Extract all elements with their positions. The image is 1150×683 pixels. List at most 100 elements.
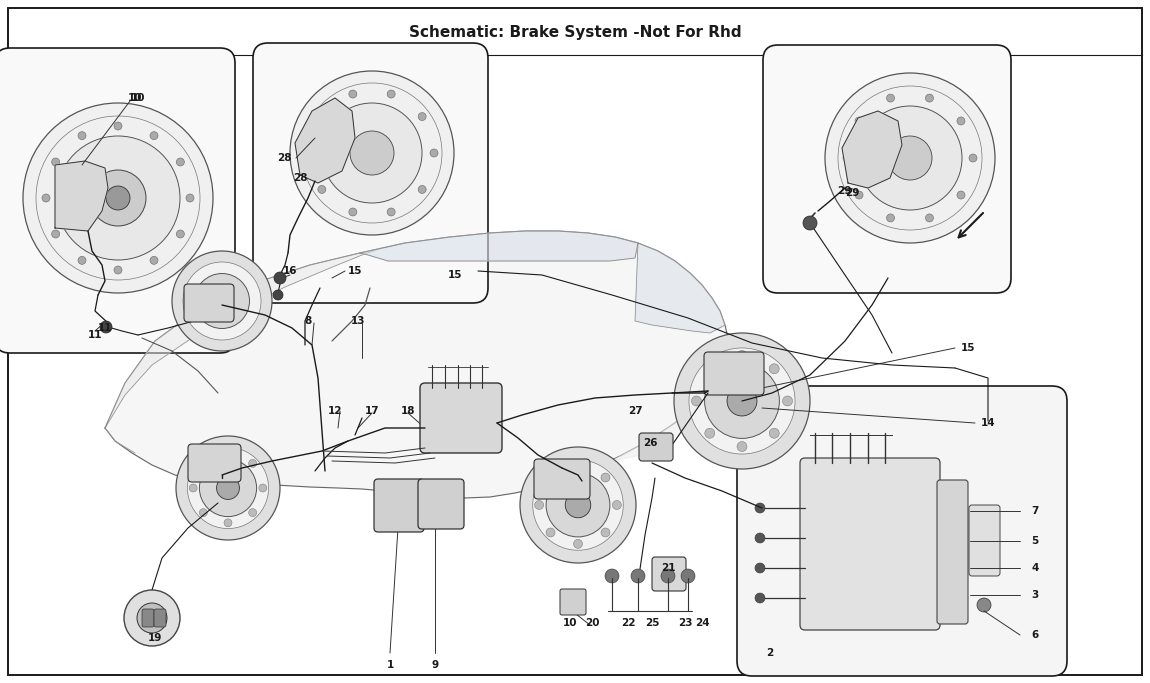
Circle shape [176,436,279,540]
Circle shape [843,154,851,162]
Circle shape [756,503,765,513]
Text: 5: 5 [1032,536,1038,546]
Circle shape [535,501,544,510]
FancyBboxPatch shape [762,45,1011,293]
Polygon shape [296,98,355,183]
Circle shape [194,273,250,329]
Circle shape [605,569,619,583]
FancyBboxPatch shape [639,433,673,461]
Circle shape [137,603,167,633]
Text: 20: 20 [584,618,599,628]
Circle shape [888,136,932,180]
Circle shape [150,256,158,264]
Circle shape [306,149,314,157]
FancyBboxPatch shape [253,43,488,303]
Polygon shape [612,351,728,461]
Circle shape [322,103,422,203]
Circle shape [114,266,122,274]
Circle shape [769,364,780,374]
Circle shape [106,186,130,210]
FancyBboxPatch shape [704,352,764,395]
Circle shape [124,590,181,646]
Text: 29: 29 [837,186,852,196]
Circle shape [631,569,645,583]
Circle shape [957,191,965,199]
Circle shape [224,519,232,527]
Text: 4: 4 [1032,563,1038,573]
Text: 28: 28 [293,173,307,183]
Circle shape [546,473,555,482]
Polygon shape [105,248,382,428]
Text: 27: 27 [628,406,643,416]
FancyBboxPatch shape [184,284,233,322]
Text: 1: 1 [386,660,393,670]
Circle shape [782,396,792,406]
Circle shape [978,598,991,612]
Circle shape [858,106,963,210]
FancyBboxPatch shape [374,479,424,532]
Circle shape [183,262,261,340]
Circle shape [259,484,267,492]
FancyBboxPatch shape [652,557,687,591]
Text: 21: 21 [661,563,675,573]
FancyBboxPatch shape [969,505,1000,576]
Circle shape [705,364,715,374]
FancyBboxPatch shape [417,479,463,529]
Circle shape [546,473,610,537]
Circle shape [737,350,748,361]
Text: 10: 10 [131,93,145,103]
Circle shape [224,449,232,457]
Circle shape [172,251,273,351]
Text: 15: 15 [960,343,975,353]
Circle shape [348,90,356,98]
Text: 17: 17 [365,406,380,416]
Circle shape [350,131,394,175]
Text: 26: 26 [643,438,658,448]
Circle shape [601,473,610,482]
FancyBboxPatch shape [534,459,590,499]
Circle shape [737,442,748,451]
Circle shape [532,460,623,550]
Circle shape [756,593,765,603]
Text: 11: 11 [98,323,113,333]
Circle shape [727,386,757,416]
Circle shape [681,569,695,583]
Circle shape [705,363,780,438]
Circle shape [926,214,934,222]
Text: 22: 22 [621,618,635,628]
Circle shape [803,216,816,230]
Circle shape [150,132,158,139]
Circle shape [856,191,862,199]
Text: 15: 15 [447,270,462,280]
FancyBboxPatch shape [187,444,242,482]
FancyBboxPatch shape [560,589,586,615]
Circle shape [419,186,427,193]
Text: 15: 15 [347,266,362,276]
Circle shape [348,208,356,216]
FancyBboxPatch shape [937,480,968,624]
Circle shape [43,194,49,202]
Text: 11: 11 [87,330,102,340]
Circle shape [574,462,583,471]
Circle shape [317,186,325,193]
Circle shape [566,492,591,518]
Circle shape [769,428,780,438]
Circle shape [969,154,977,162]
Circle shape [273,290,283,300]
Circle shape [674,333,810,469]
Circle shape [691,396,702,406]
Circle shape [825,73,995,243]
Text: 25: 25 [645,618,659,628]
Polygon shape [105,231,728,498]
Circle shape [189,484,197,492]
Text: 10: 10 [128,93,143,103]
Text: 6: 6 [1032,630,1038,640]
Circle shape [419,113,427,121]
Circle shape [176,230,184,238]
Circle shape [78,132,86,139]
Circle shape [248,460,256,467]
FancyBboxPatch shape [420,383,503,453]
Circle shape [705,428,715,438]
Circle shape [756,563,765,573]
Text: 7: 7 [1032,506,1038,516]
